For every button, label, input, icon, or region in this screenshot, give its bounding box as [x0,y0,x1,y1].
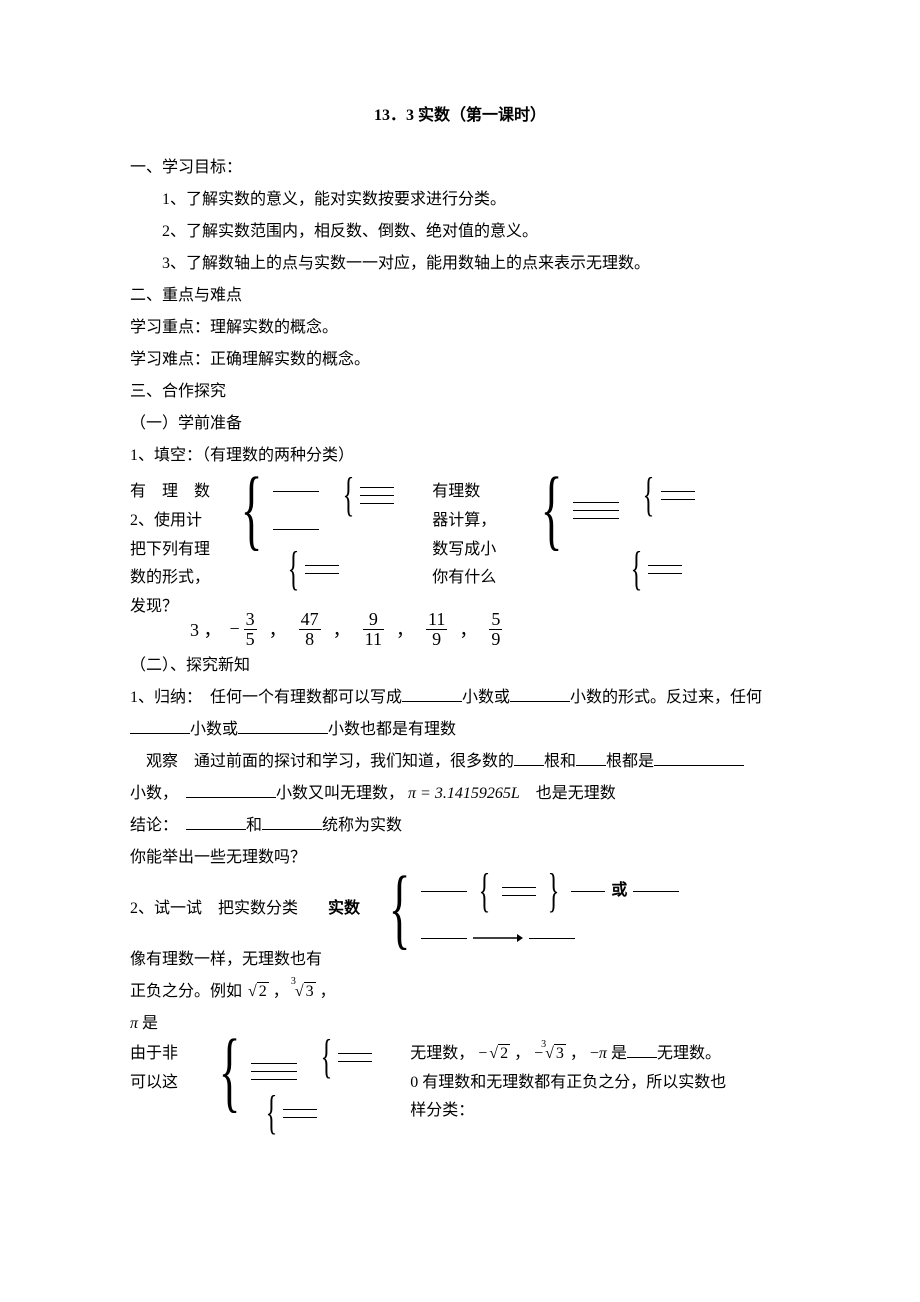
page-title: 13．3 实数（第一课时） [130,100,790,132]
left-text-col: 有 理 数 2、使用计 把下列有理 数的形式， 发现？ [130,478,212,622]
heading: 二、重点与难点 [130,280,790,312]
blank-stack [338,1052,372,1062]
brace-icon: { [321,1040,333,1074]
text: 数的形式， [130,564,212,593]
blank-stack [273,490,319,530]
final-row: 由于非 可以这 { { 无理数， −2 ， −33 ， −π 是无理数。 0 有… [130,1040,790,1126]
paragraph: 正负之分。例如 2 ， 33 ， [130,976,790,1008]
brace-group: { [625,552,682,586]
brace-group: { [282,552,339,586]
text: 把下列有理 [130,536,212,565]
brace-group: { [530,478,619,541]
brace-group: { [208,1040,297,1103]
fraction: 59 [489,610,502,651]
blank-stack [283,1108,317,1118]
blank-stack [573,501,619,519]
brace-icon: { [389,877,411,940]
blank-stack [661,490,695,500]
section-keypoints: 二、重点与难点 学习重点：理解实数的概念。 学习难点：正确理解实数的概念。 [130,280,790,376]
text: 3 ， [190,612,222,648]
sub-b-heading: （二）、探究新知 [130,650,790,682]
brace-icon: { [219,1040,241,1103]
fractions-row: 3 ， −35 ， 478 ， 911 ， 119 ， 59 [190,610,790,651]
list-item: 3、了解数轴上的点与实数一一对应，能用数轴上的点来表示无理数。 [162,248,790,280]
blank-stack [648,564,682,574]
question: 你能举出一些无理数吗？ [130,842,790,874]
line: 0 有理数和无理数都有正负之分，所以实数也 [410,1069,790,1098]
paragraph: 观察 通过前面的探讨和学习，我们知道，很多数的根和根都是 [130,746,790,778]
right-col: 无理数， −2 ， −33 ， −π 是无理数。 0 有理数和无理数都有正负之分… [410,1040,790,1126]
blank-stack [305,564,339,574]
section-explore: 三、合作探究 （一）学前准备 1、填空：（有理数的两种分类） 有 理 数 2、使… [130,376,790,1130]
brace-icon: { [266,1096,278,1130]
brace-icon: { [541,478,563,541]
right-text-col: 有理数 器计算， 数写成小 你有什么 [432,478,512,593]
brace-group: { [637,478,694,512]
text: 有 理 数 [130,478,212,507]
text: 有理数 [432,478,512,507]
text: 你有什么 [432,564,512,593]
brace-icon: { [631,552,643,586]
heading: 三、合作探究 [130,376,790,408]
fraction: 119 [426,610,447,651]
cbrt-icon: 33 [543,1040,566,1069]
line: 无理数， −2 ， −33 ， −π 是无理数。 [410,1040,790,1069]
a1: 1、填空：（有理数的两种分类） [130,440,790,472]
brace-group: { [230,478,319,541]
list-item: 2、了解实数范围内，相反数、倒数、绝对值的意义。 [162,216,790,248]
brace-icon: { [241,478,263,541]
brace-close-icon: } [548,874,560,908]
fraction: 911 [363,610,384,651]
shishu-row: 2、试一试 把实数分类 实数 { { } 或 [130,874,790,944]
cbrt-icon: 33 [293,976,316,1008]
paragraph: 1、归纳： 任何一个有理数都可以写成小数或小数的形式。反过来，任何 [130,682,790,714]
blank-stack [360,486,394,504]
classification-row-2: { { [282,552,790,586]
brace-icon: { [479,874,491,908]
paragraph: 结论： 和统称为实数 [130,810,790,842]
arrow-icon [473,932,523,944]
brace-group: { [337,478,394,512]
brace-icon: { [643,478,655,512]
fraction: −35 [230,610,261,651]
brace-icon: { [288,552,300,586]
sub-a-heading: （一）学前准备 [130,408,790,440]
fraction: 478 [299,610,321,651]
brace-group: { [315,1040,372,1074]
paragraph: 像有理数一样，无理数也有 [130,944,790,976]
line: 样分类： [410,1097,790,1126]
difficulty: 学习难点：正确理解实数的概念。 [130,344,790,376]
brace-group: { [260,1096,317,1130]
text: 器计算， [432,507,512,536]
heading: 一、学习目标： [130,152,790,184]
brace-group: { { } 或 [378,874,679,944]
sqrt-icon: 2 [487,1040,510,1069]
sqrt-icon: 2 [246,976,269,1008]
paragraph: 小数， 小数又叫无理数， π = 3.14159265L 也是无理数 [130,778,790,810]
b2-label: 2、试一试 把实数分类 [130,893,310,925]
pi-expr: π = 3.14159265L [408,785,520,802]
key-point: 学习重点：理解实数的概念。 [130,312,790,344]
section-objectives: 一、学习目标： 1、了解实数的意义，能对实数按要求进行分类。 2、了解实数范围内… [130,152,790,280]
blank-stack: { } 或 [421,874,679,944]
list-item: 1、了解实数的意义，能对实数按要求进行分类。 [162,184,790,216]
blank-stack [251,1062,297,1080]
shishu-label: 实数 [328,893,360,925]
paragraph: 小数或小数也都是有理数 [130,714,790,746]
left-col: 由于非 可以这 [130,1040,190,1098]
text: 数写成小 [432,536,512,565]
brace-icon: { [343,478,355,512]
or-label: 或 [611,875,627,907]
text: 2、使用计 [130,507,212,536]
